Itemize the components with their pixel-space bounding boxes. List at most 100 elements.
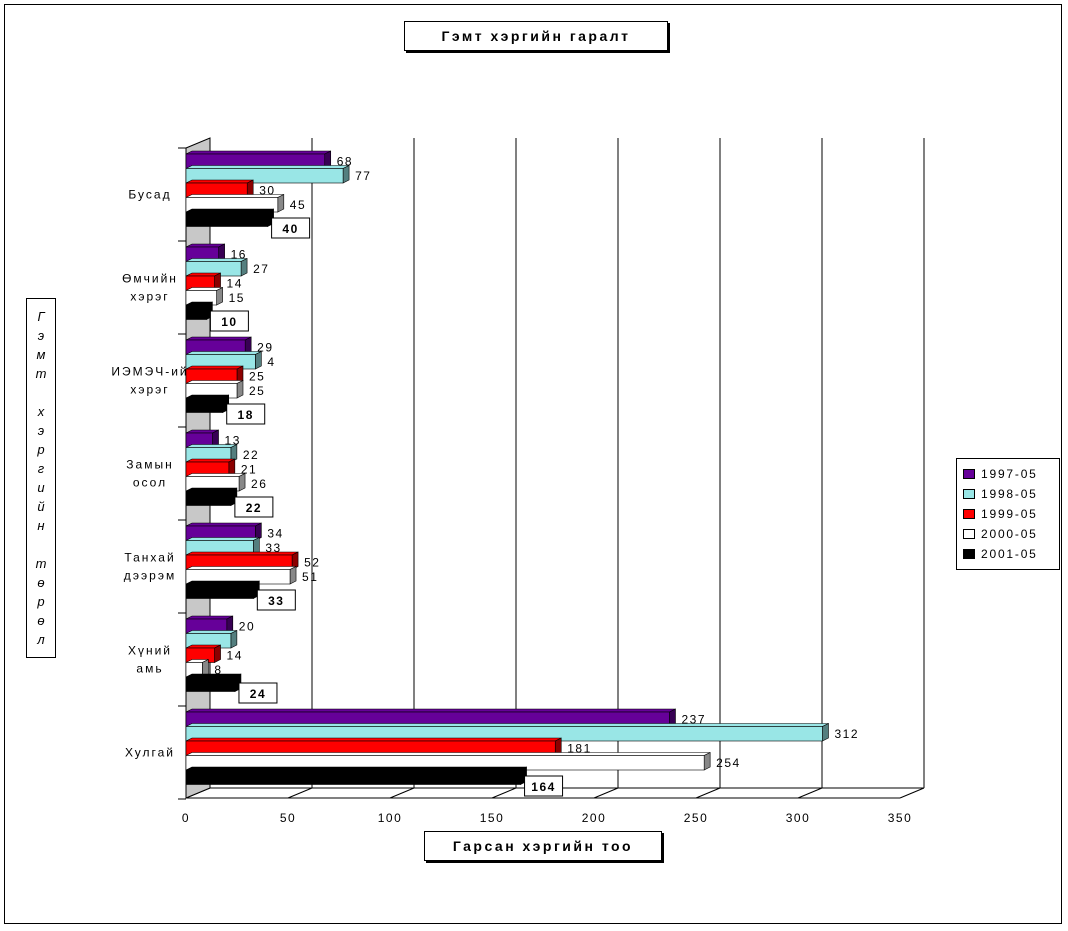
data-label-1-0: 77: [355, 169, 371, 183]
bar-top-0-2: [185, 336, 252, 341]
data-label-3-5: 8: [214, 663, 222, 677]
data-label-1-2: 4: [267, 355, 275, 369]
bar-4-5: [185, 676, 236, 692]
bar-top-3-6: [185, 752, 711, 756]
data-label-1-6: 312: [834, 727, 859, 741]
legend-swatch-0: [963, 469, 975, 479]
bar-top-4-2: [185, 394, 229, 399]
data-label-4-3: 22: [246, 501, 262, 515]
category-label-2-0: ИЭМЭЧ-ий: [111, 365, 188, 379]
category-label-6-0: Хулгай: [125, 746, 175, 760]
bar-end-3-6: [703, 752, 711, 771]
data-label-3-2: 25: [249, 384, 265, 398]
legend-item-0: 1997-05: [963, 464, 1053, 484]
data-label-0-6: 237: [681, 713, 706, 727]
legend-item-3: 2000-05: [963, 524, 1053, 544]
x-tick-label-100: 100: [378, 811, 403, 825]
gridline-floor-200: [593, 787, 619, 799]
category-label-3-1: осол: [133, 476, 167, 490]
bar-4-1: [185, 304, 207, 320]
bar-top-0-4: [185, 522, 262, 527]
category-label-4-0: Танхай: [124, 551, 175, 565]
category-label-2-1: хэрэг: [130, 383, 169, 397]
data-label-0-5: 20: [239, 620, 255, 634]
legend-label-1: 1998-05: [981, 487, 1038, 501]
gridline-floor-100: [389, 787, 415, 799]
legend-swatch-3: [963, 529, 975, 539]
data-label-4-2: 18: [238, 408, 254, 422]
legend: 1997-05 1998-05 1999-05 2000-05 2001-05: [956, 458, 1060, 570]
bar-top-2-6: [185, 737, 562, 742]
data-label-0-3: 13: [225, 434, 241, 448]
data-label-4-5: 24: [250, 687, 266, 701]
bar-top-1-5: [185, 630, 238, 634]
gridline-floor-50: [287, 787, 313, 799]
bar-top-3-0: [185, 194, 284, 198]
x-axis-title: Гарсан хэргийн тоо: [424, 831, 662, 861]
data-label-0-0: 68: [337, 155, 353, 169]
data-label-box-4-6: [524, 775, 564, 797]
x-tick-label-350: 350: [888, 811, 913, 825]
data-label-box-4-2: [226, 403, 266, 425]
bar-1-0: [185, 168, 344, 184]
data-label-1-1: 27: [253, 262, 269, 276]
data-label-2-2: 25: [249, 370, 265, 384]
bar-end-3-3: [238, 473, 246, 492]
data-label-3-1: 15: [229, 291, 245, 305]
bar-end-1-0: [342, 165, 350, 184]
bar-top-2-2: [185, 365, 244, 370]
bar-top-0-5: [185, 615, 233, 620]
data-label-3-0: 45: [290, 198, 306, 212]
data-label-2-5: 14: [227, 649, 243, 663]
bar-end-1-5: [230, 630, 238, 649]
gridline-floor-250: [695, 787, 721, 799]
data-label-0-1: 16: [231, 248, 247, 262]
x-tick-label-300: 300: [786, 811, 811, 825]
legend-item-4: 2001-05: [963, 544, 1053, 564]
bar-end-1-6: [822, 723, 829, 742]
bar-top-4-6: [185, 766, 527, 771]
bar-top-0-6: [185, 708, 676, 713]
bar-top-2-3: [185, 458, 235, 463]
category-label-1-0: Өмчийн: [122, 272, 178, 286]
legend-swatch-1: [963, 489, 975, 499]
y-axis-title: Г э м т х э р г и й н т ө р ө л: [26, 298, 56, 658]
data-label-2-0: 30: [259, 184, 275, 198]
x-tick-label-250: 250: [684, 811, 709, 825]
bar-top-1-6: [185, 723, 829, 727]
data-label-0-4: 34: [267, 527, 283, 541]
data-label-2-6: 181: [567, 742, 592, 756]
bar-top-0-1: [185, 243, 225, 248]
x-tick-label-150: 150: [480, 811, 505, 825]
bar-top-1-0: [185, 165, 350, 169]
bar-top-4-5: [185, 673, 242, 678]
category-label-1-1: хэрэг: [130, 290, 169, 304]
bar-top-0-0: [185, 150, 331, 155]
category-label-3-0: Замын: [126, 458, 173, 472]
x-tick-label-50: 50: [280, 811, 296, 825]
data-label-2-1: 14: [227, 277, 243, 291]
data-label-box-4-3: [234, 496, 274, 518]
bar-end-3-2: [236, 380, 244, 399]
category-label-5-1: амь: [136, 662, 163, 676]
bar-end-1-2: [255, 351, 262, 370]
gridline-floor-350: [899, 787, 925, 799]
data-label-3-6: 254: [716, 756, 741, 770]
data-label-box-4-1: [209, 310, 249, 332]
data-label-box-4-5: [238, 682, 278, 704]
data-label-box-4-0: [271, 217, 311, 239]
category-label-5-0: Хүний: [128, 644, 172, 658]
data-label-2-4: 52: [304, 556, 320, 570]
bar-top-3-4: [185, 566, 297, 570]
bar-top-2-0: [185, 179, 254, 184]
bar-end-3-4: [289, 566, 297, 585]
bar-top-2-4: [185, 551, 299, 556]
data-label-4-1: 10: [221, 315, 237, 329]
bar-4-4: [185, 583, 254, 599]
data-label-box-4-4: [256, 589, 296, 611]
x-tick-label-200: 200: [582, 811, 607, 825]
legend-item-2: 1999-05: [963, 504, 1053, 524]
bar-end-3-1: [216, 287, 223, 306]
data-label-3-3: 26: [251, 477, 267, 491]
legend-label-3: 2000-05: [981, 527, 1038, 541]
